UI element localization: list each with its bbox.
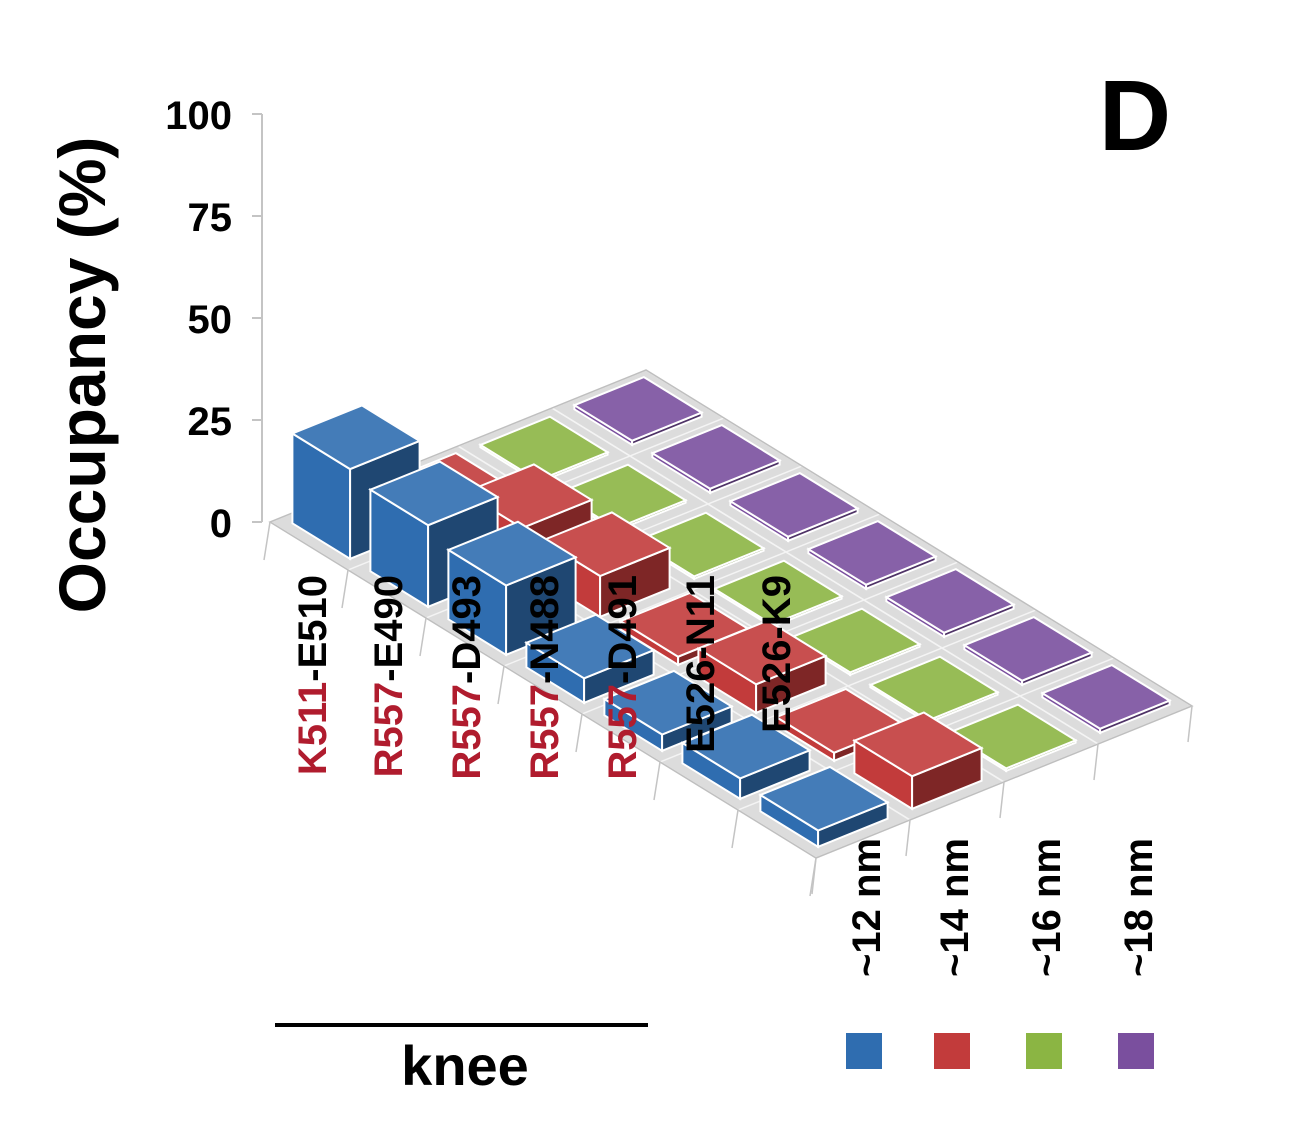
bar-top-face	[650, 423, 782, 490]
series-label: ~16 nm	[1025, 838, 1069, 977]
y-tick-label: 25	[188, 400, 233, 444]
category-label: K511-E510	[291, 575, 335, 775]
bar-top-face	[758, 765, 890, 832]
bar-top-face	[634, 511, 766, 578]
category-label-part: R557	[445, 684, 489, 780]
y-axis: 100 75 50 25 0	[165, 94, 263, 546]
category-label: R557-D493	[445, 575, 489, 780]
bar-top-face	[712, 559, 844, 626]
bar-top-face	[556, 463, 688, 530]
bar-top-face	[462, 463, 594, 530]
bar-top-face	[1040, 663, 1172, 730]
bar	[1021, 658, 1191, 744]
bar-top-face	[572, 375, 704, 442]
category-tick	[263, 521, 271, 561]
category-tick	[341, 569, 349, 609]
bar-top-face	[524, 613, 656, 680]
series-label: ~12 nm	[845, 838, 889, 977]
bar	[553, 370, 723, 456]
bar	[943, 610, 1113, 696]
category-label-part: K511	[291, 682, 335, 775]
category-label: E526-K9	[755, 575, 799, 733]
category-label-part: -E510	[291, 575, 335, 682]
bar-top-face	[680, 713, 812, 780]
bar	[677, 619, 847, 724]
bar-top-face	[368, 460, 500, 527]
bar	[739, 765, 909, 858]
y-tick-label: 100	[165, 94, 232, 138]
bar	[787, 514, 957, 600]
category-tick	[653, 761, 661, 801]
category-label: R557-E490	[367, 575, 411, 777]
bar	[459, 408, 629, 494]
category-tick	[419, 617, 427, 657]
legend-swatch	[846, 1033, 882, 1069]
bar-top-face	[884, 567, 1016, 634]
category-tick	[731, 809, 739, 849]
legend-swatch	[1026, 1033, 1062, 1069]
bar-top-face	[290, 404, 422, 471]
y-tick-label: 50	[188, 298, 233, 342]
category-labels: K511-E510R557-E490R557-D493R557-N488R557…	[291, 575, 1161, 977]
bar	[631, 418, 801, 504]
category-label-part: R557	[523, 684, 567, 780]
series-tick	[1187, 705, 1193, 743]
bar-top-face	[962, 615, 1094, 682]
bar	[693, 552, 863, 638]
bar	[849, 648, 1019, 734]
bar-top-face	[852, 711, 984, 778]
series-tick	[999, 781, 1005, 819]
bar-top-face	[540, 511, 672, 578]
bar-top-face	[602, 669, 734, 736]
bar-top-face	[728, 471, 860, 538]
category-label-part: E526-N11	[679, 575, 723, 753]
legend-swatch	[1118, 1033, 1154, 1069]
bar-top-face	[696, 619, 828, 686]
series-label: ~18 nm	[1117, 838, 1161, 977]
bar	[833, 711, 1003, 820]
panel-label: D	[1099, 60, 1171, 172]
category-label: R557-N488	[523, 575, 567, 780]
y-axis-title: Occupancy (%)	[45, 137, 119, 614]
bar	[927, 696, 1097, 782]
series-tick	[811, 857, 817, 895]
category-tick	[497, 665, 505, 705]
group-bracket-label: knee	[401, 1034, 529, 1097]
legend	[846, 1033, 1154, 1069]
legend-swatch	[934, 1033, 970, 1069]
bar	[709, 466, 879, 552]
bars	[271, 370, 1191, 858]
category-label-part: -D491	[601, 575, 645, 684]
series-label: ~14 nm	[933, 838, 977, 977]
bar-top-face	[446, 520, 578, 587]
bar-top-face	[868, 655, 1000, 722]
category-label: E526-N11	[679, 575, 723, 753]
category-tick	[575, 713, 583, 753]
category-label-part: -E490	[367, 575, 411, 682]
category-label-part: R557	[601, 684, 645, 780]
category-label-part: R557	[367, 682, 411, 778]
bar	[865, 562, 1035, 648]
bar-top-face	[790, 607, 922, 674]
bar-top-face	[478, 415, 610, 482]
category-label-part: -D493	[445, 575, 489, 684]
bar-top-face	[946, 703, 1078, 770]
category-label-part: E526-K9	[755, 575, 799, 733]
series-tick	[905, 819, 911, 857]
bar-top-face	[806, 519, 938, 586]
category-label: R557-D491	[601, 575, 645, 780]
category-label-part: -N488	[523, 575, 567, 684]
y-tick-label: 75	[188, 196, 233, 240]
y-tick-label: 0	[210, 502, 232, 546]
series-tick	[1093, 743, 1099, 781]
